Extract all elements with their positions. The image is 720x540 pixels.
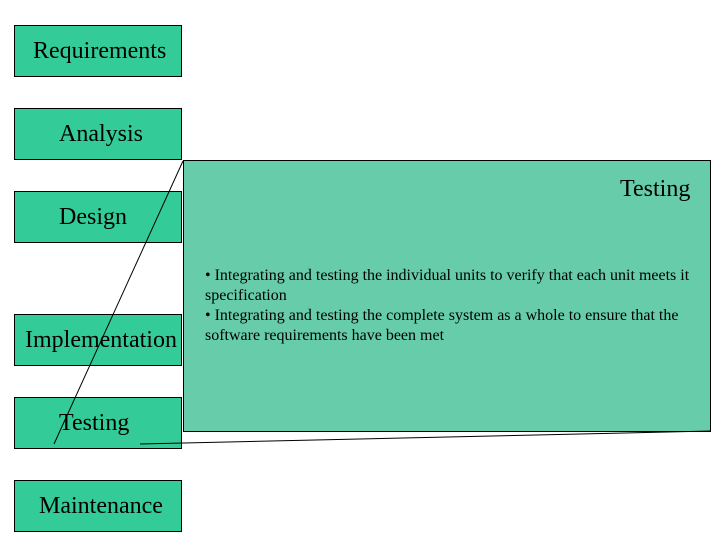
callout-title: Testing (620, 176, 690, 203)
stage-label: Analysis (59, 121, 143, 148)
stage-design: Design (14, 191, 182, 243)
stage-requirements: Requirements (14, 25, 182, 77)
stage-analysis: Analysis (14, 108, 182, 160)
stage-label: Maintenance (39, 493, 163, 520)
stage-maintenance: Maintenance (14, 480, 182, 532)
stage-label: Design (59, 204, 127, 231)
stage-label: Requirements (33, 38, 166, 65)
stage-label: Testing (59, 410, 129, 437)
stage-testing: Testing (14, 397, 182, 449)
callout-body: • Integrating and testing the individual… (205, 266, 701, 346)
stage-implementation: Implementation (14, 314, 182, 366)
stage-label: Implementation (25, 327, 177, 354)
